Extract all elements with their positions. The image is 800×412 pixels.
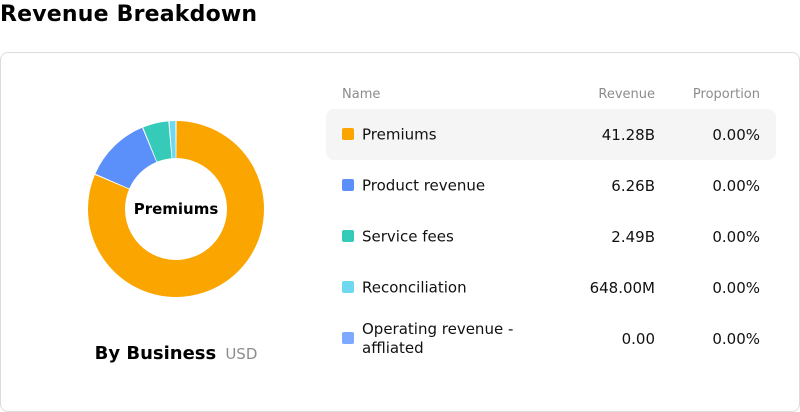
row-name: Product revenue [362, 176, 486, 194]
donut-chart: Premiums [87, 120, 265, 298]
row-revenue: 2.49B [611, 227, 655, 246]
table-header: Name Revenue Proportion [326, 83, 776, 109]
header-proportion[interactable]: Proportion [692, 87, 760, 102]
donut-slice-premiums[interactable] [87, 121, 264, 298]
header-name[interactable]: Name [342, 87, 381, 102]
row-proportion: 0.00% [712, 278, 760, 297]
row-revenue: 6.26B [611, 176, 655, 195]
revenue-card: Premiums By Business USD Name Revenue Pr… [0, 52, 800, 412]
row-proportion: 0.00% [712, 329, 760, 348]
row-name: Premiums [362, 125, 437, 143]
donut-slice-service-fees[interactable] [143, 121, 172, 162]
table-row[interactable]: Service fees 2.49B 0.00% [326, 211, 776, 262]
donut-slice-reconciliation[interactable] [169, 121, 176, 159]
table-row[interactable]: Operating revenue - affliated 0.00 0.00% [326, 313, 776, 364]
legend-swatch [342, 179, 354, 191]
row-proportion: 0.00% [712, 227, 760, 246]
table-row[interactable]: Product revenue 6.26B 0.00% [326, 160, 776, 211]
row-name: Service fees [362, 227, 454, 245]
donut-center-label: Premiums [133, 200, 219, 218]
page-title: Revenue Breakdown [0, 2, 258, 27]
revenue-table: Name Revenue Proportion Premiums 41.28B … [326, 83, 776, 364]
row-revenue: 0.00 [621, 329, 655, 348]
row-proportion: 0.00% [712, 176, 760, 195]
table-row[interactable]: Reconciliation 648.00M 0.00% [326, 262, 776, 313]
row-revenue: 41.28B [601, 125, 655, 144]
legend-swatch [342, 230, 354, 242]
table-row[interactable]: Premiums 41.28B 0.00% [326, 109, 776, 160]
donut-slice-product-revenue[interactable] [95, 127, 157, 189]
row-name: Reconciliation [362, 278, 467, 296]
legend-swatch [342, 281, 354, 293]
header-revenue[interactable]: Revenue [598, 87, 655, 102]
chart-caption-unit: USD [225, 345, 258, 363]
chart-caption-title: By Business [94, 343, 217, 364]
chart-caption: By Business USD [1, 343, 351, 364]
row-proportion: 0.00% [712, 125, 760, 144]
row-revenue: 648.00M [589, 278, 655, 297]
legend-swatch [342, 128, 354, 140]
row-name: Operating revenue - affliated [362, 319, 514, 357]
legend-swatch [342, 332, 354, 344]
